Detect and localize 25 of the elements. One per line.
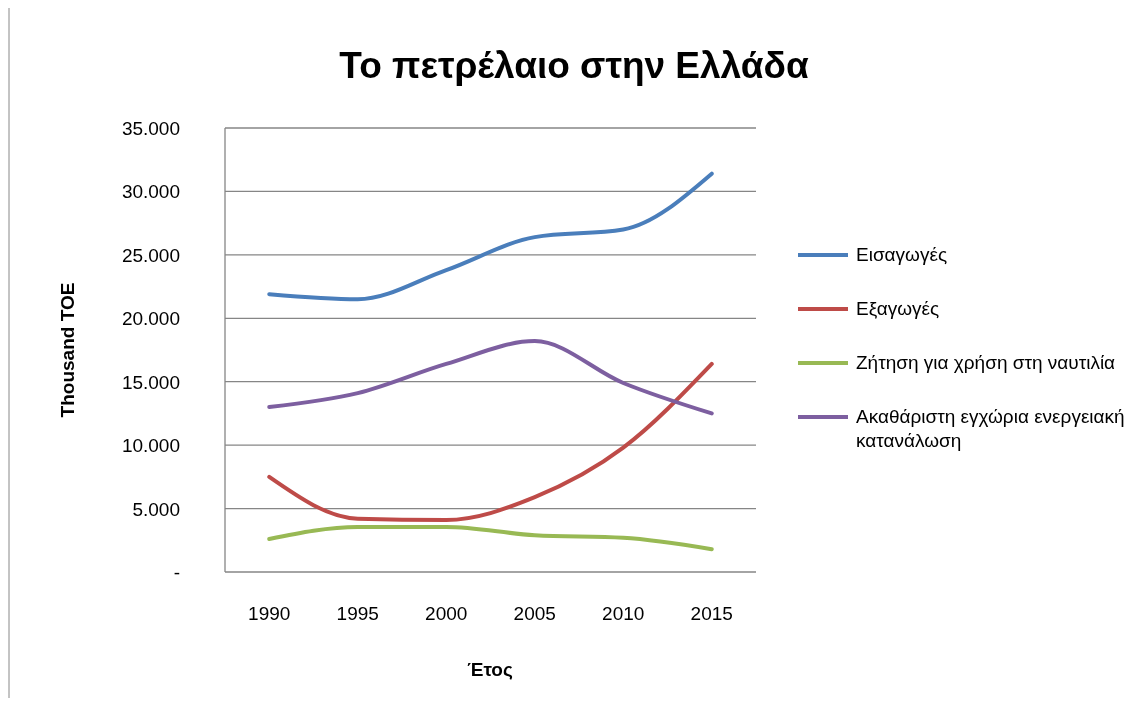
x-tick-label: 2015 (690, 603, 733, 624)
y-tick-label: 35.000 (121, 118, 180, 139)
line-series (267, 339, 714, 416)
x-tick-label: 1995 (336, 603, 379, 624)
x-tick-label: 1990 (248, 603, 291, 624)
x-tick-label: 2005 (513, 603, 556, 624)
y-tick-label: 15.000 (121, 371, 180, 393)
y-axis-title: Thousand TOE (57, 282, 78, 418)
x-tick-label: 2000 (425, 603, 468, 624)
y-tick-label: 30.000 (121, 181, 180, 203)
y-tick-label: 5.000 (132, 498, 180, 520)
legend-label: Εισαγωγές (856, 244, 948, 265)
legend-label: Εξαγωγές (856, 298, 940, 319)
line-series (267, 524, 714, 552)
y-tick-label: - (173, 562, 180, 583)
legend-label: Ακαθάριστη εγχώρια ενεργειακή κατανάλωση (856, 406, 1125, 451)
x-axis-title: Έτος (467, 659, 513, 680)
y-tick-label: 25.000 (121, 244, 180, 266)
line-series (267, 171, 714, 302)
y-tick-label: 10.000 (121, 435, 180, 457)
chart-title: Το πετρέλαιο στην Ελλάδα (339, 45, 809, 86)
y-tick-label: 20.000 (121, 308, 180, 330)
line-series (267, 361, 714, 522)
x-tick-label: 2010 (602, 603, 645, 624)
legend-label: Ζήτηση για χρήση στη ναυτιλία (856, 352, 1116, 373)
